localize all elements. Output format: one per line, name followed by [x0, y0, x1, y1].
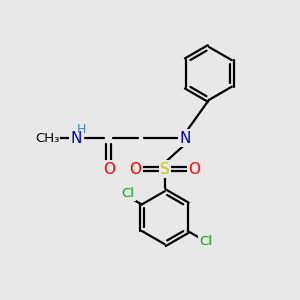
Text: S: S: [160, 162, 169, 177]
Text: CH₃: CH₃: [35, 132, 59, 145]
Text: N: N: [180, 131, 191, 146]
Text: Cl: Cl: [122, 187, 134, 200]
Text: Cl: Cl: [200, 235, 212, 248]
Text: O: O: [103, 162, 115, 177]
Text: N: N: [71, 131, 82, 146]
Text: H: H: [77, 124, 86, 136]
Text: O: O: [188, 162, 200, 177]
Text: O: O: [129, 162, 141, 177]
